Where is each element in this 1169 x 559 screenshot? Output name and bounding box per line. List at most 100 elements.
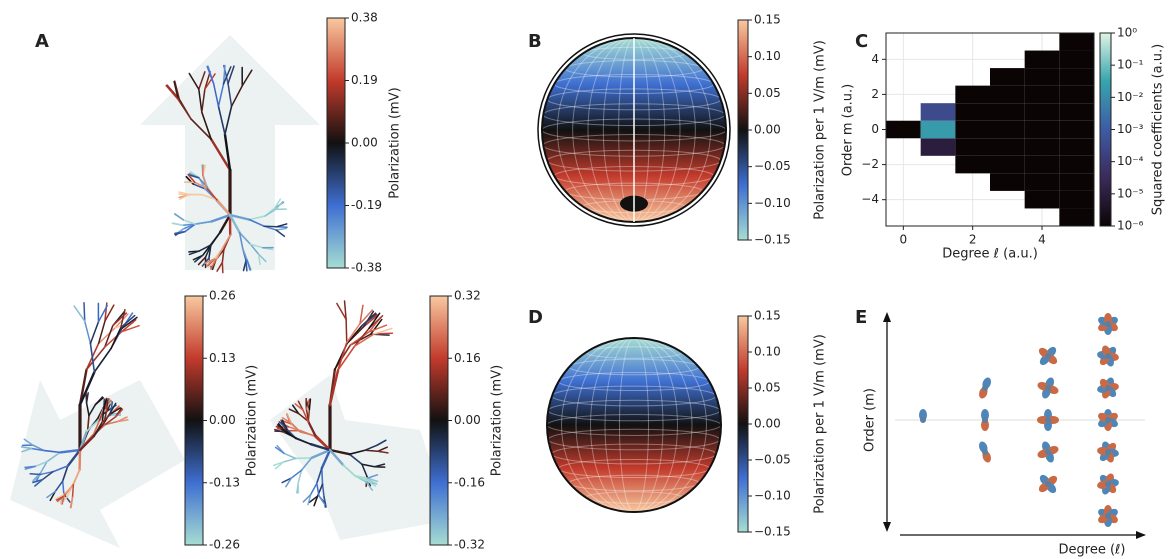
dendrite [361,463,368,477]
dendrite [210,259,217,270]
dendrite [246,259,251,271]
dendrite [249,243,264,249]
dendrite [21,447,33,453]
dendrite [276,223,288,228]
dendrite [366,478,378,485]
core [982,449,988,455]
heatmap-cell [1059,120,1094,139]
dendrite [295,437,312,446]
dendrite [361,463,376,468]
heatmap-cell [990,85,1025,104]
dendrite [284,430,297,440]
dendrite [182,219,197,225]
dendrite [290,469,303,479]
dendrite [307,421,317,438]
dendrite [310,448,332,460]
colorbar-tick-label: −0.10 [754,196,791,210]
dendrite [78,370,96,407]
dendrite [249,243,260,255]
colorbar-label: Polarization (mV) [245,365,260,476]
dendrite [121,316,138,330]
dendrite [198,71,206,90]
dendrite [104,420,119,426]
dendrite [368,312,381,330]
dendrite [323,496,327,508]
core [1045,417,1051,423]
dendrite [241,69,253,87]
colorbar-tick-label: 0.26 [209,289,236,303]
dendrite [354,474,369,480]
meridian [561,338,707,512]
dendrite [309,482,318,496]
dendrite [204,70,211,90]
colorbar [737,19,749,241]
dendrite [174,213,185,221]
meridian [604,338,664,512]
dendrite [85,402,90,417]
plot-frame [885,32,1095,227]
dendrite [206,258,216,267]
dendrite [215,198,232,217]
dendrite [366,477,379,483]
dendrite [39,460,48,474]
dendrite [218,213,232,234]
dendrite [103,409,108,424]
dendrite [30,447,45,452]
dendrite [274,198,282,209]
dendrite [345,322,361,344]
dendrite [97,320,106,345]
colorbar-label: Polarization (mV) [388,87,403,198]
colorbar-tick-label: -0.19 [351,198,382,212]
dendrite [275,227,288,231]
dendrite [192,183,206,190]
dendrite [224,105,233,136]
panel-label: E [855,307,867,328]
colorbar-tick-label: 10⁻⁴ [1117,154,1144,168]
dendrite [222,66,232,85]
dendrite [364,449,379,453]
dendrite [201,257,210,267]
dendrite [198,88,203,113]
heatmap-cell [1059,208,1094,226]
colorbar-tick-label: 10⁻³ [1117,122,1144,136]
dendrite [318,495,326,506]
dendrite [313,495,319,507]
heatmap-cell [1024,120,1060,139]
dendrite [274,446,285,455]
colorbar-tick-label: 0.16 [454,351,481,365]
colorbar-tick-label: −0.15 [754,525,791,539]
heatmap-cell [1059,50,1094,69]
dendrite [343,300,347,321]
harmonic-glyph [1097,345,1119,367]
heatmap-cell [990,173,1025,191]
dendrite [201,193,218,201]
dendrite [194,254,204,263]
arrowhead [1136,531,1146,539]
dendrite [345,318,348,344]
dendrite [187,173,196,184]
dendrite [209,138,232,172]
core [1045,449,1051,455]
dendrite [307,408,311,423]
meridian [575,338,693,512]
dendrite [212,83,220,108]
dendrite [308,495,319,503]
dendrite [221,248,225,264]
x-tick-label: 0 [900,233,908,247]
dendrite [198,244,212,252]
dendrite [93,421,104,437]
dendrite [34,460,48,468]
colorbar-tick-label: -0.38 [351,261,382,275]
x-tick-label: 4 [1038,233,1046,247]
dendrite [61,480,65,495]
colorbar-tick-label: 10⁻⁶ [1117,219,1144,233]
dendrite [116,419,129,423]
heatmap-cell [886,120,921,139]
dendrite [110,407,122,415]
harmonic-glyph [1098,505,1118,527]
colorbar-tick-label: -0.26 [209,538,240,552]
dendrite [32,473,42,483]
dendrite [201,244,212,257]
dendrite [275,229,286,238]
core [1105,353,1111,359]
